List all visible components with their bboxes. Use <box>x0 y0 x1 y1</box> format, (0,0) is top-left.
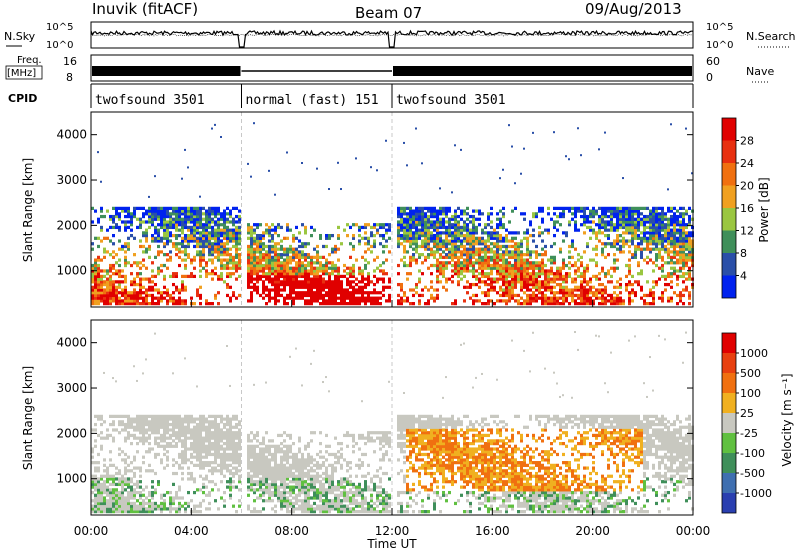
y-tick-label-0-3: 4000 <box>56 128 87 142</box>
noise-tick-left-top: 10^5 <box>46 22 73 33</box>
nsky-trace <box>90 29 693 48</box>
colorbar-tick-0-2: 12 <box>740 225 754 238</box>
nave-tick-top: 60 <box>706 55 720 68</box>
freq-segment-0 <box>92 66 241 76</box>
noise-tick-right-bottom: 10^0 <box>706 40 733 51</box>
colorbar-tick-1-2: 100 <box>740 387 761 400</box>
x-tick-label-4: 16:00 <box>475 524 510 538</box>
colorbar-tick-1-6: -500 <box>740 467 765 480</box>
colorbar-tick-1-4: -25 <box>740 427 758 440</box>
y-tick-label-0-1: 2000 <box>56 218 87 232</box>
nave-label: Nave <box>746 65 774 78</box>
colorbar-cell-1-4 <box>722 413 736 433</box>
colorbar-cell-1-3 <box>722 433 736 453</box>
colorbar-cell-0-3 <box>722 208 736 231</box>
colorbar-cell-1-5 <box>722 393 736 413</box>
nsky-label: N.Sky <box>4 30 36 43</box>
colorbar-tick-0-1: 8 <box>740 247 747 260</box>
colorbar-cell-1-7 <box>722 353 736 373</box>
time-axis-label: Time UT <box>366 537 417 551</box>
freq-segment-2 <box>393 66 692 76</box>
cpid-segment-1: normal (fast) 151 <box>246 93 379 108</box>
cpid-label: CPID <box>8 92 37 105</box>
power-heatmap <box>91 112 694 307</box>
velocity-panel: 1000 2000 3000 4000 Slant Range [km] 1000 50… <box>21 319 794 516</box>
cpid-panel: CPID twofsound 3501 normal (fast) 151 twof… <box>8 83 694 108</box>
colorbar-tick-1-0: 1000 <box>740 347 768 360</box>
colorbar-cell-1-1 <box>722 473 736 493</box>
power-ylabel: Slant Range [km] <box>21 158 35 262</box>
x-tick-label-5: 20:00 <box>575 524 610 538</box>
date-title: 09/Aug/2013 <box>585 0 682 18</box>
power-panel: 1000 2000 3000 4000 Slant Range [km] 4 8 12 16… <box>21 111 771 308</box>
noise-tick-left-bottom: 10^0 <box>46 40 73 51</box>
colorbar-cell-0-2 <box>722 230 736 253</box>
colorbar-cell-1-2 <box>722 453 736 473</box>
colorbar-cell-0-0 <box>722 275 736 298</box>
colorbar-tick-0-4: 20 <box>740 180 754 193</box>
x-tick-label-6: 00:00 <box>676 524 711 538</box>
colorbar-cell-0-4 <box>722 185 736 208</box>
velocity-ylabel: Slant Range [km] <box>21 366 35 470</box>
freq-tick-bottom: 8 <box>66 71 73 84</box>
colorbar-tick-0-5: 24 <box>740 157 754 170</box>
freq-tick-top: 16 <box>63 55 77 68</box>
velocity-colorbar-label: Velocity [m s⁻¹] <box>780 373 794 466</box>
colorbar-tick-0-0: 4 <box>740 270 747 283</box>
noise-panel: N.Sky 10^5 10^0 10^5 10^0 N.Search <box>4 21 796 51</box>
radar-title: Inuvik (fitACF) <box>92 0 198 18</box>
colorbar-tick-0-3: 16 <box>740 202 754 215</box>
colorbar-cell-1-8 <box>722 333 736 353</box>
colorbar-cell-1-0 <box>722 493 736 513</box>
noise-tick-right-top: 10^5 <box>706 22 733 33</box>
y-tick-label-1-0: 1000 <box>56 472 87 486</box>
colorbar-cell-1-6 <box>722 373 736 393</box>
beam-title: Beam 07 <box>355 4 422 22</box>
colorbar-tick-0-6: 28 <box>740 135 754 148</box>
y-tick-label-0-0: 1000 <box>56 264 87 278</box>
colorbar-tick-1-3: 25 <box>740 407 754 420</box>
x-tick-label-0: 00:00 <box>74 524 109 538</box>
freq-trace <box>92 66 692 76</box>
noise-trace <box>90 29 693 48</box>
nave-tick-bottom: 0 <box>706 71 713 84</box>
freq-unit-label: [MHz] <box>7 68 36 79</box>
x-tick-label-1: 04:00 <box>174 524 209 538</box>
colorbar-cell-0-6 <box>722 140 736 163</box>
x-tick-label-3: 12:00 <box>375 524 410 538</box>
time-axis: 00:00 04:00 08:00 12:00 16:00 20:00 00:00 <box>74 300 711 538</box>
power-colorbar-label: Power [dB] <box>757 177 771 242</box>
freq-panel: Freq. [MHz] 16 8 60 0 Nave <box>5 54 774 84</box>
colorbar-tick-1-5: -100 <box>740 447 765 460</box>
colorbar-cell-0-5 <box>722 163 736 186</box>
y-tick-label-0-2: 3000 <box>56 173 87 187</box>
nsearch-trace <box>90 33 693 37</box>
cpid-segment-2: twofsound 3501 <box>396 93 506 108</box>
nsearch-label: N.Search <box>746 30 796 43</box>
x-tick-label-2: 08:00 <box>274 524 309 538</box>
freq-unit-box <box>5 65 43 80</box>
colorbar-tick-1-7: -1000 <box>740 487 772 500</box>
colorbar-cell-0-7 <box>722 118 736 141</box>
cpid-segment-0: twofsound 3501 <box>95 93 205 108</box>
velocity-heatmap <box>91 320 694 515</box>
freq-label: Freq. <box>17 55 42 66</box>
y-tick-label-1-1: 2000 <box>56 426 87 440</box>
y-tick-label-1-2: 3000 <box>56 381 87 395</box>
y-tick-label-1-3: 4000 <box>56 336 87 350</box>
colorbar-tick-1-1: 500 <box>740 367 761 380</box>
colorbar-cell-0-1 <box>722 253 736 276</box>
